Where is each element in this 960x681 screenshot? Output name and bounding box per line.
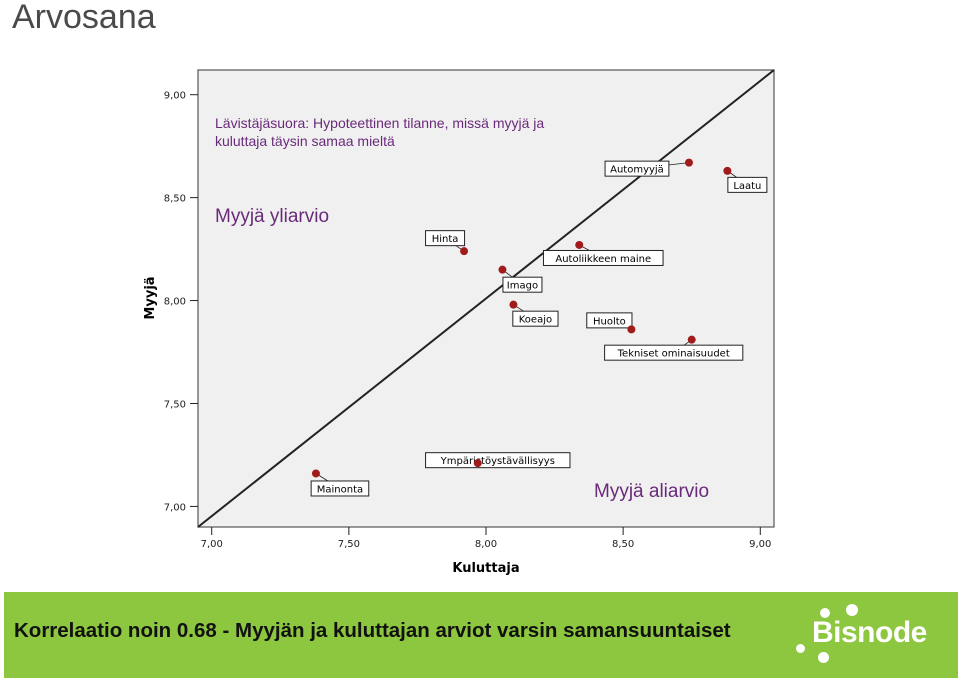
diagonal-annotation-line-1: Lävistäjäsuora: Hypoteettinen tilanne, m…	[215, 115, 544, 131]
x-tick-label: 7,50	[338, 539, 360, 550]
data-point	[498, 265, 507, 274]
point-label: Laatu	[733, 181, 761, 192]
y-tick-label: 7,50	[164, 399, 186, 410]
under-estimate-annotation: Myyjä aliarvio	[594, 481, 709, 502]
x-tick-label: 8,00	[475, 539, 497, 550]
x-tick-label: 9,00	[749, 539, 771, 550]
logo-dot-icon	[846, 604, 858, 616]
point-label: Hinta	[432, 234, 459, 245]
point-label-box	[727, 176, 768, 193]
point-label-box	[425, 452, 571, 469]
point-label: Mainonta	[317, 484, 363, 495]
point-label: Automyyjä	[610, 165, 664, 176]
diagonal-reference-line	[197, 69, 775, 528]
point-label: Ympäristöystävällisyys	[440, 456, 555, 467]
footer-bar	[4, 592, 958, 678]
point-label-box	[512, 310, 559, 327]
point-label-box	[310, 480, 370, 497]
point-label-box	[542, 249, 664, 266]
point-label-box	[425, 230, 466, 247]
diagonal-annotation-line-2: kuluttaja täysin samaa mieltä	[215, 133, 395, 149]
x-tick-label: 8,50	[612, 539, 634, 550]
plot-area: 7,00 7,50 8,00 8,50 9,00 7,00 7,50 8,00 8,50 9,00…	[164, 69, 775, 550]
point-label: Imago	[507, 281, 538, 292]
scatter-chart: 7,00 7,50 8,00 8,50 9,00 7,00 7,50 8,00 8,50 9,00…	[143, 69, 775, 576]
point-label-box	[604, 160, 670, 177]
point-label: Tekniset ominaisuudet	[617, 349, 730, 360]
point-label: Autoliikkeen maine	[555, 254, 651, 265]
data-point	[723, 166, 732, 175]
over-estimate-annotation: Myyjä yliarvio	[215, 206, 329, 227]
x-axis-title: Kuluttaja	[452, 561, 519, 576]
point-label: Koeajo	[519, 315, 552, 326]
y-axis-title: Myyjä	[143, 276, 158, 319]
data-point	[575, 240, 584, 249]
logo-text: Bisnode	[812, 616, 927, 649]
data-point	[460, 247, 469, 256]
y-tick-label: 9,00	[164, 91, 186, 102]
point-label-box	[586, 312, 633, 329]
data-point	[627, 325, 636, 334]
data-point	[473, 459, 482, 468]
point-label-box	[604, 344, 744, 361]
footer-text: Korrelaatio noin 0.68 - Myyjän ja kulutt…	[14, 619, 731, 642]
x-tick-label: 7,00	[201, 539, 223, 550]
point-label-box	[502, 276, 543, 293]
bisnode-logo: Bisnode	[792, 604, 942, 666]
point-label: Huolto	[593, 316, 626, 327]
data-point	[311, 469, 320, 478]
data-point	[509, 300, 518, 309]
logo-dot-icon	[820, 608, 830, 618]
y-tick-label: 8,00	[164, 297, 186, 308]
data-point	[687, 335, 696, 344]
y-tick-label: 7,00	[164, 502, 186, 513]
y-tick-label: 8,50	[164, 194, 186, 205]
slide-title: Arvosana	[12, 0, 156, 36]
logo-dot-icon	[796, 644, 805, 653]
logo-dot-icon	[818, 652, 829, 663]
data-point	[684, 158, 693, 167]
